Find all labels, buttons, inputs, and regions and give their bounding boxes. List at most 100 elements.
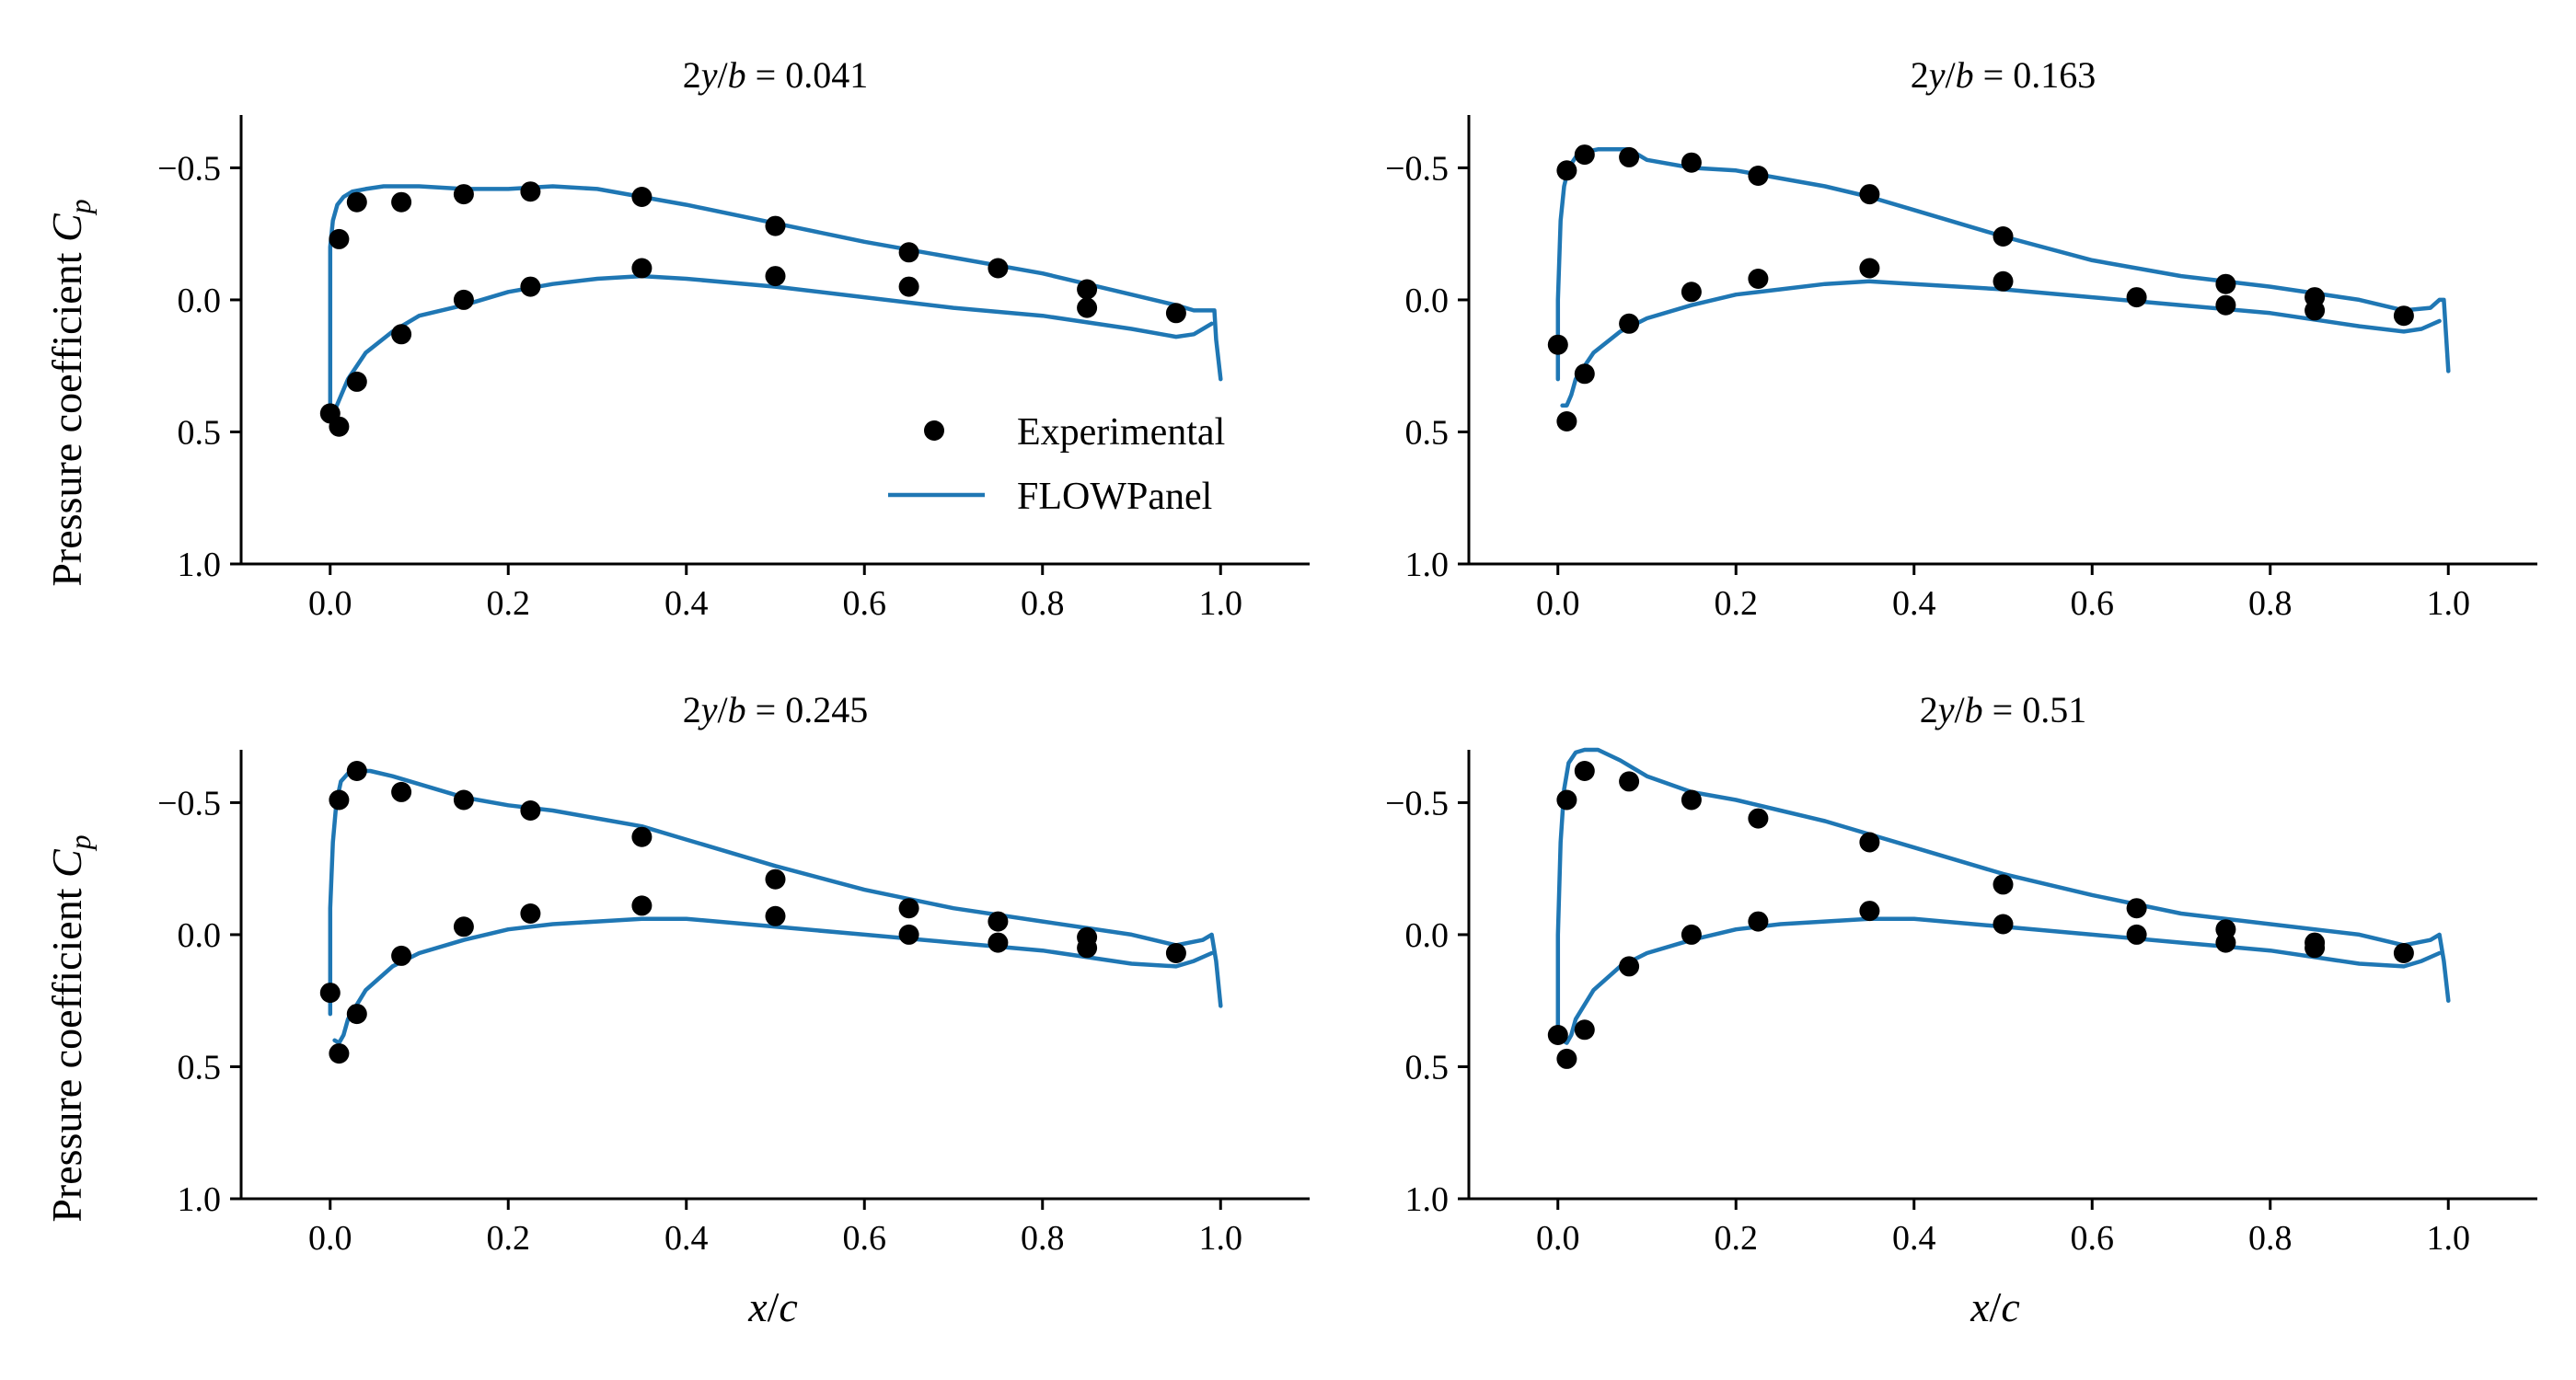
experimental-point	[346, 371, 367, 392]
title-part-val: 0.51	[2022, 689, 2086, 730]
experimental-point	[898, 276, 919, 297]
experimental-point	[453, 289, 474, 310]
y-tick-label: 0.0	[1405, 282, 1450, 320]
x-tick-label: 0.4	[1892, 584, 1936, 623]
y-tick-label: 1.0	[1405, 1180, 1450, 1219]
experimental-point	[2126, 924, 2147, 945]
x-tick-label: 0.8	[1021, 584, 1065, 623]
x-tick-label: 0.4	[664, 1219, 709, 1258]
experimental-point	[1077, 297, 1098, 318]
panel-title: 2y/b = 0.245	[683, 689, 868, 730]
y-tick-label: 0.5	[178, 413, 222, 452]
flowpanel-line-segment	[1555, 147, 2451, 382]
legend-experimental-label: Experimental	[1017, 411, 1225, 454]
title-part-b: b	[1956, 54, 1974, 96]
x-tick-label: 0.0	[308, 1219, 352, 1258]
experimental-point	[319, 983, 341, 1004]
experimental-point	[765, 215, 786, 236]
experimental-point	[1619, 146, 1640, 167]
experimental-point	[1993, 270, 2014, 292]
experimental-point	[453, 916, 474, 937]
title-part-eq: =	[746, 689, 786, 730]
experimental-point	[1165, 943, 1186, 963]
experimental-point	[988, 932, 1009, 953]
experimental-point	[453, 789, 474, 811]
x-tick-label: 0.6	[2071, 584, 2115, 623]
y-tick-label: 0.0	[178, 282, 222, 320]
x-tick-label: 0.8	[2248, 584, 2293, 623]
experimental-point	[2215, 919, 2236, 940]
xlabel-x: x	[747, 1283, 768, 1330]
xlabel-slash: /	[768, 1283, 780, 1330]
flowpanel-line-segment	[328, 273, 1214, 413]
experimental-point	[520, 181, 541, 202]
experimental-point	[765, 905, 786, 926]
y-tick-label: 0.0	[1405, 916, 1450, 955]
x-tick-label: 0.2	[487, 584, 531, 623]
experimental-point	[1556, 160, 1577, 181]
experimental-point	[988, 258, 1009, 279]
experimental-point	[1993, 914, 2014, 935]
panel-1: 0.0 0.2 0.4 0.6 0.8 1.0 −0.5 0.0 0.5 1.0 2y/b = 0.…	[157, 54, 1310, 623]
experimental-point	[1077, 926, 1098, 948]
y-tick-label: 1.0	[1405, 546, 1450, 584]
panel-title: 2y/b = 0.51	[1920, 689, 2086, 730]
panel-4: 0.0 0.2 0.4 0.6 0.8 1.0 −0.5 0.0 0.5 1.0 2y/b = 0.…	[1385, 689, 2537, 1258]
experimental-point	[1619, 956, 1640, 977]
experimental-point	[2126, 898, 2147, 919]
experimental-point	[1574, 363, 1595, 385]
experimental-point	[520, 276, 541, 297]
experimental-point	[1574, 144, 1595, 166]
experimental-point	[1748, 166, 1769, 186]
title-part-slash: /	[718, 54, 729, 96]
title-part-eq: =	[1983, 689, 2023, 730]
experimental-point	[1547, 334, 1568, 355]
flowpanel-line-segment	[328, 768, 1223, 1017]
xlabel-left-col: x/c	[747, 1283, 798, 1330]
title-part-b: b	[1965, 689, 1983, 730]
panel-title: 2y/b = 0.041	[683, 54, 868, 96]
panel-title: 2y/b = 0.163	[1911, 54, 2096, 96]
experimental-point	[898, 898, 919, 919]
xlabel-c: c	[779, 1283, 797, 1330]
experimental-point	[329, 228, 350, 249]
experimental-point	[391, 191, 412, 213]
experimental-point	[391, 781, 412, 802]
experimental-point	[1748, 808, 1769, 829]
xlabel-right-col: x/c	[1970, 1283, 2020, 1330]
experimental-point	[1681, 152, 1702, 173]
experimental-point	[520, 800, 541, 821]
experimental-point	[1547, 1025, 1568, 1045]
xlabel-slash: /	[1990, 1283, 2002, 1330]
experimental-point	[2305, 300, 2326, 321]
experimental-point	[1574, 761, 1595, 781]
experimental-point	[1859, 832, 1880, 853]
x-tick-label: 1.0	[1199, 584, 1243, 623]
x-tick-label: 0.6	[2071, 1219, 2115, 1258]
y-tick-label: 0.5	[1405, 413, 1450, 452]
y-tick-label: 0.0	[178, 916, 222, 955]
x-tick-label: 0.4	[664, 584, 709, 623]
title-part-y: y	[698, 54, 718, 96]
experimental-point	[2393, 943, 2414, 963]
experimental-point	[329, 1043, 350, 1064]
experimental-point	[1748, 269, 1769, 289]
flowpanel-line-segment	[1560, 916, 2442, 1045]
ylabel-text: Pressure coefficient	[43, 242, 90, 587]
y-tick-label: 1.0	[178, 1180, 222, 1219]
x-tick-label: 0.0	[1536, 1219, 1580, 1258]
x-tick-label: 1.0	[2427, 584, 2471, 623]
title-part-slash: /	[1946, 54, 1957, 96]
experimental-point	[329, 416, 350, 437]
experimental-point	[631, 187, 653, 207]
experimental-point	[1681, 924, 1702, 945]
experimental-point	[329, 789, 350, 811]
flowpanel-line-segment	[1555, 747, 2451, 1043]
title-part-pre: 2	[683, 54, 701, 96]
legend-experimental-marker	[924, 420, 944, 441]
experimental-point	[631, 895, 653, 916]
x-tick-label: 1.0	[1199, 1219, 1243, 1258]
ylabel-subscript: p	[64, 834, 97, 851]
title-part-y: y	[698, 689, 718, 730]
